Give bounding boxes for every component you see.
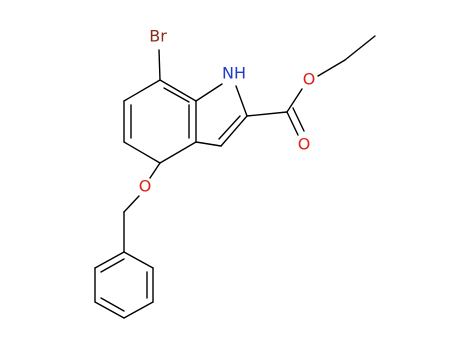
bond (100, 258, 125, 273)
bond (94, 251, 125, 269)
bond (218, 115, 241, 140)
bond (123, 251, 154, 269)
atom-label: O (139, 177, 152, 196)
bond (123, 195, 140, 213)
bond (195, 141, 222, 147)
bond (158, 49, 161, 81)
bond (286, 111, 299, 136)
bond (235, 85, 248, 117)
bond (286, 88, 303, 113)
bond (246, 111, 288, 117)
bond (100, 297, 125, 312)
atom-label: NH (222, 64, 246, 83)
bond (159, 141, 197, 164)
atom-label: Br (149, 27, 167, 46)
bond (195, 83, 223, 102)
bond (94, 301, 125, 319)
atom-label: O (298, 135, 311, 154)
bond (220, 115, 248, 147)
bonds (94, 35, 376, 319)
atom-label: O (303, 70, 316, 89)
bond (123, 301, 154, 319)
bond (123, 79, 161, 102)
bond (292, 107, 305, 132)
bond (344, 35, 376, 61)
bond (149, 162, 161, 179)
bond (317, 59, 346, 77)
bond (123, 141, 161, 164)
bond (163, 87, 190, 103)
bond (159, 79, 197, 102)
